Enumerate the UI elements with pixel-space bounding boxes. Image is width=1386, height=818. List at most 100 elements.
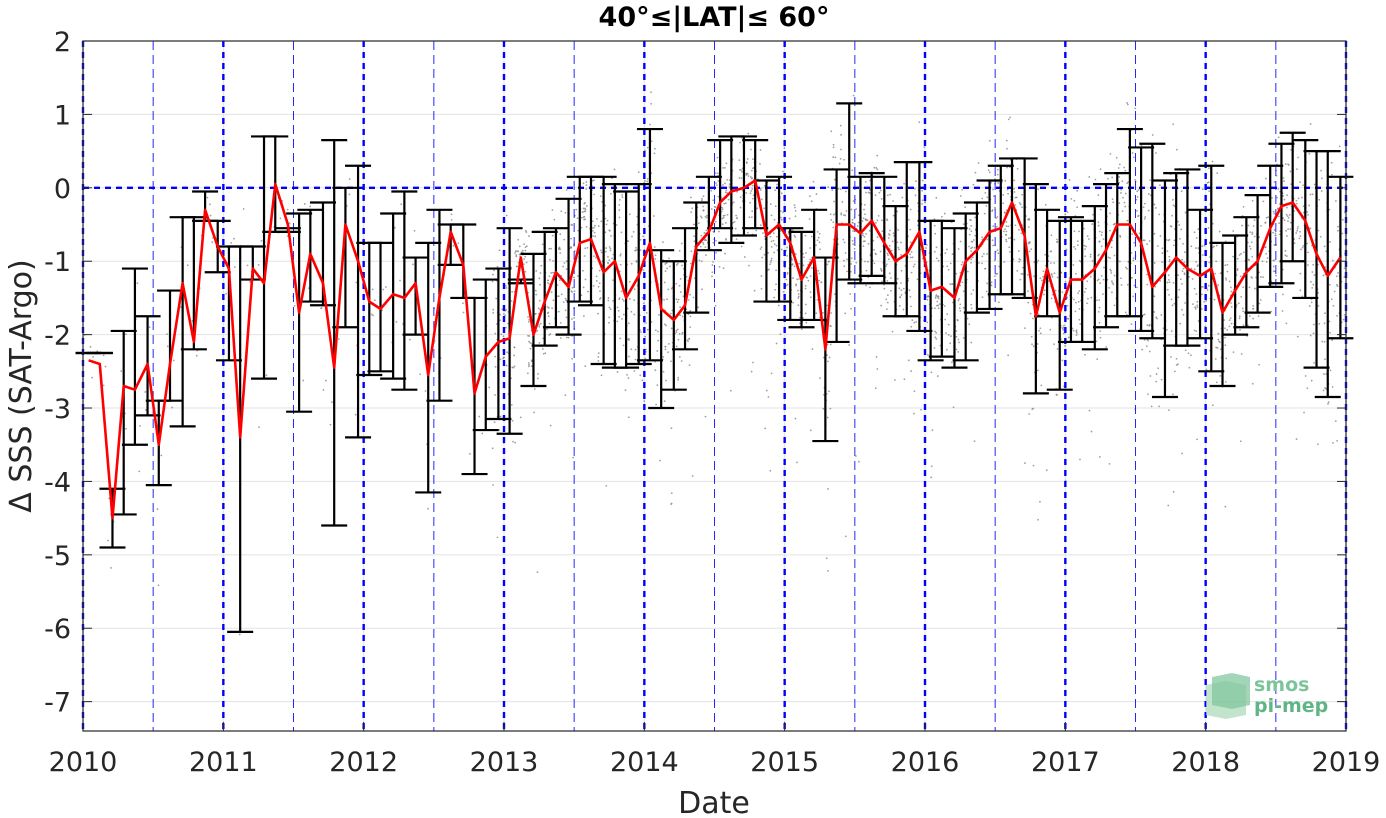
scatter-point: [1053, 262, 1056, 264]
scatter-point: [763, 235, 766, 238]
scatter-point: [1240, 295, 1243, 298]
scatter-point: [1334, 420, 1337, 423]
scatter-point: [767, 396, 770, 398]
scatter-point: [628, 297, 631, 300]
scatter-point: [564, 309, 567, 312]
scatter-point: [670, 427, 673, 430]
scatter-point: [597, 312, 599, 315]
x-tick-label: 2010: [49, 747, 118, 778]
scatter-point: [1066, 317, 1069, 320]
scatter-point: [931, 429, 934, 432]
scatter-point: [1284, 254, 1287, 257]
scatter-point: [1217, 338, 1220, 341]
scatter-point: [966, 270, 969, 273]
scatter-point: [1288, 213, 1291, 216]
scatter-point: [331, 401, 333, 404]
scatter-point: [852, 230, 854, 232]
scatter-point: [209, 203, 211, 206]
scatter-point: [876, 236, 879, 238]
scatter-point: [786, 273, 789, 275]
scatter-point: [791, 263, 794, 265]
scatter-point: [994, 275, 996, 278]
scatter-point: [748, 264, 750, 267]
scatter-point: [753, 289, 756, 292]
scatter-point: [1274, 234, 1277, 237]
scatter-point: [1136, 196, 1139, 198]
scatter-point: [888, 244, 891, 247]
scatter-point: [650, 91, 653, 94]
scatter-point: [777, 304, 780, 307]
scatter-point: [724, 191, 727, 194]
scatter-point: [935, 196, 938, 199]
scatter-point: [1006, 147, 1008, 150]
scatter-point: [733, 221, 736, 223]
scatter-point: [982, 252, 985, 255]
scatter-point: [1066, 211, 1069, 213]
scatter-point: [1170, 298, 1173, 301]
scatter-point: [575, 208, 578, 211]
x-tick-label: 2011: [189, 747, 258, 778]
scatter-point: [889, 193, 892, 196]
scatter-point: [582, 182, 585, 185]
scatter-point: [1273, 181, 1276, 183]
scatter-point: [809, 291, 812, 294]
scatter-point: [1143, 218, 1146, 220]
scatter-point: [956, 319, 959, 322]
scatter-point: [1073, 230, 1076, 233]
scatter-point: [896, 277, 899, 280]
scatter-point: [166, 333, 168, 336]
scatter-point: [1102, 278, 1105, 281]
scatter-point: [581, 211, 584, 214]
scatter-point: [600, 374, 603, 377]
scatter-point: [1124, 311, 1127, 314]
scatter-point: [717, 172, 719, 175]
scatter-point: [523, 243, 525, 245]
scatter-point: [868, 192, 871, 194]
series-line-path: [88, 179, 1342, 520]
scatter-point: [1036, 343, 1039, 345]
scatter-point: [1165, 329, 1168, 331]
scatter-point: [1323, 340, 1326, 343]
scatter-point: [900, 289, 903, 292]
scatter-point: [637, 171, 640, 174]
scatter-point: [206, 196, 209, 199]
scatter-point: [1044, 203, 1047, 206]
scatter-point: [1040, 384, 1043, 387]
scatter-point: [1239, 440, 1242, 443]
scatter-point: [888, 272, 891, 275]
scatter-point: [680, 242, 683, 245]
scatter-point: [1215, 260, 1218, 263]
scatter-point: [1074, 248, 1077, 250]
scatter-point: [832, 221, 835, 224]
scatter-point: [209, 214, 212, 217]
scatter-point: [645, 348, 647, 351]
scatter-point: [1282, 195, 1284, 197]
scatter-point: [1207, 284, 1210, 287]
scatter-point: [597, 356, 600, 358]
scatter-point: [849, 293, 852, 295]
scatter-point: [1124, 169, 1127, 172]
scatter-point: [500, 333, 503, 336]
scatter-point: [832, 226, 835, 229]
scatter-point: [594, 224, 596, 227]
scatter-point: [493, 269, 495, 272]
scatter-point: [689, 293, 691, 296]
scatter-point: [1172, 490, 1175, 493]
scatter-point: [914, 180, 917, 183]
scatter-point: [880, 270, 883, 272]
scatter-point: [1306, 264, 1309, 266]
scatter-point: [844, 535, 847, 538]
scatter-point: [1119, 260, 1121, 263]
scatter-point: [551, 271, 554, 274]
scatter-point: [1251, 255, 1254, 258]
scatter-point: [785, 278, 788, 281]
scatter-point: [286, 208, 289, 211]
scatter-point: [1274, 274, 1277, 277]
scatter-point: [915, 320, 918, 323]
scatter-point: [385, 286, 387, 288]
scatter-point: [642, 302, 645, 305]
scatter-point: [725, 189, 728, 192]
scatter-point: [760, 275, 763, 277]
scatter-point: [815, 312, 818, 315]
scatter-point: [670, 492, 673, 495]
